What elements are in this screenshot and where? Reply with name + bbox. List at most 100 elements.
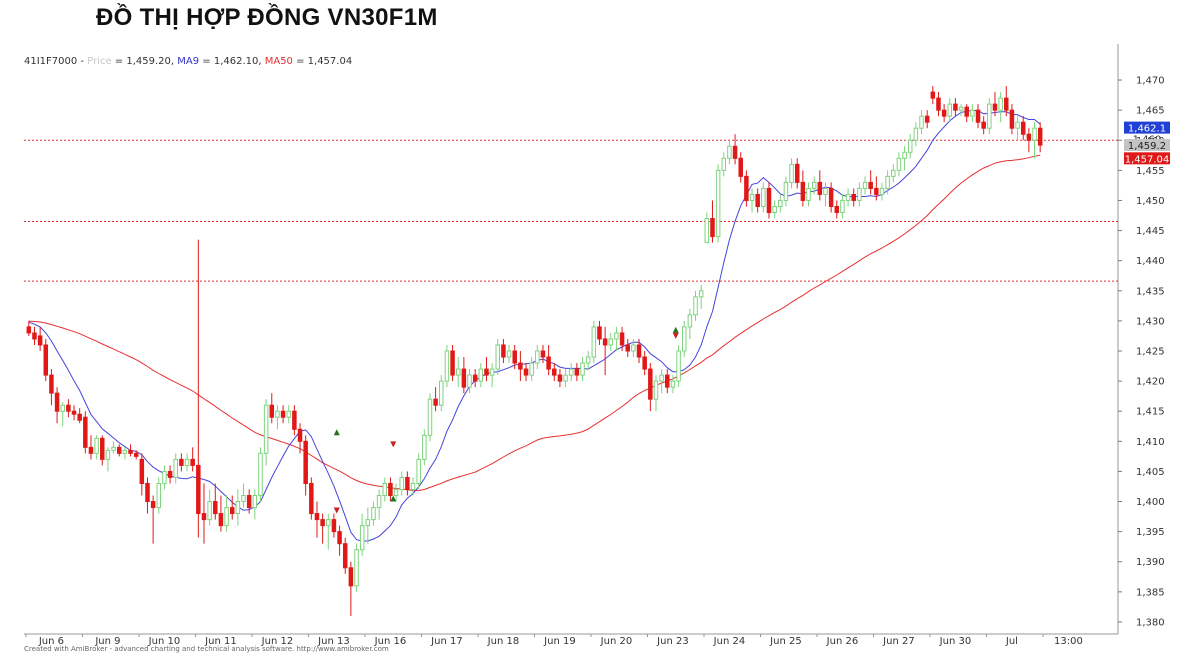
candle-body [913,127,919,141]
candle [936,92,941,117]
candle [43,338,49,382]
chart-legend: 41I1F7000 - Price = 1,459.20, MA9 = 1,46… [24,56,352,67]
candle-body [585,356,591,364]
candle-body [506,350,512,358]
candle [359,513,365,556]
candle [83,411,88,454]
candle [292,405,297,436]
y-tick-label: 1,445 [1136,226,1165,237]
candle-body [297,428,303,442]
candle [608,332,614,351]
candle [642,351,647,376]
candle [732,134,738,165]
candle-body [529,362,534,376]
candle-body [105,449,111,460]
candle [681,320,687,358]
candle-body [416,458,421,484]
candle-body [111,446,116,451]
candle-body [32,332,37,340]
price-badge [1124,121,1170,134]
candle [1009,104,1015,135]
legend-price-label: Price [87,56,112,67]
candle [523,363,529,382]
candle [439,375,444,412]
candle [116,444,122,457]
candle-body [834,205,840,214]
candle [653,375,659,412]
candle [348,561,354,616]
candle-body [614,332,619,340]
candle [196,239,201,538]
candle-body [280,410,286,418]
candle [450,344,455,382]
candle-body [907,139,913,153]
legend-ma9-label: MA9 [177,56,200,67]
candle-body [495,344,501,370]
candle-body [433,398,438,406]
candle-body [857,187,862,201]
candle [105,447,111,472]
candle [286,405,291,424]
candle-body [936,97,941,111]
y-tick-label: 1,450 [1136,196,1165,207]
candle-body [1020,121,1026,135]
candle-body [184,458,190,466]
candle-body [732,145,738,159]
candle [201,483,207,544]
candle [337,525,342,556]
candle-body [625,344,630,352]
candle [184,453,190,472]
candle-body [489,368,495,376]
candle [591,320,597,364]
candle-body [94,437,99,454]
candle [772,200,777,219]
candle-body [100,437,105,460]
candle-body [1009,109,1015,129]
candle [568,363,574,382]
candle-body [190,458,195,466]
candle-body [382,482,388,497]
candle-body [840,199,845,214]
x-tick-label: Jun 30 [939,636,972,647]
candle-body [122,449,128,454]
ma50-line [28,154,1041,492]
candle [501,338,506,364]
candle [563,369,568,388]
candle-body [580,362,585,376]
candle [241,483,246,508]
candle-body [653,380,659,400]
y-tick-label: 1,465 [1136,106,1165,117]
candle [263,399,269,466]
candle-body [303,440,308,484]
candle-body [263,404,269,454]
candle-body [309,482,314,515]
x-tick-label: Jun 19 [543,636,576,647]
candle-body [953,103,958,111]
candle [919,110,924,135]
candle [229,495,235,520]
candle-body [139,458,145,484]
candle-body [393,488,399,497]
candle [167,465,173,484]
candle [309,477,314,520]
candle-body [648,368,653,400]
candle [715,164,721,243]
candle-body [1015,121,1020,129]
candle [461,357,467,394]
candle-body [196,464,201,515]
candle-body [326,519,331,527]
x-tick-label: Jun 12 [261,636,294,647]
candle-body [269,404,275,418]
ma9-line [28,110,1041,542]
candle [540,344,546,364]
candle-body [518,362,523,370]
candle-body [1032,127,1037,141]
candle-body [896,157,902,171]
y-tick-label: 1,390 [1136,557,1165,568]
candle-body [715,169,721,238]
candle-body [77,413,82,421]
candle [710,200,715,243]
x-tick-label: Jun 26 [826,636,859,647]
candle-body [224,507,229,527]
candle [128,444,133,457]
